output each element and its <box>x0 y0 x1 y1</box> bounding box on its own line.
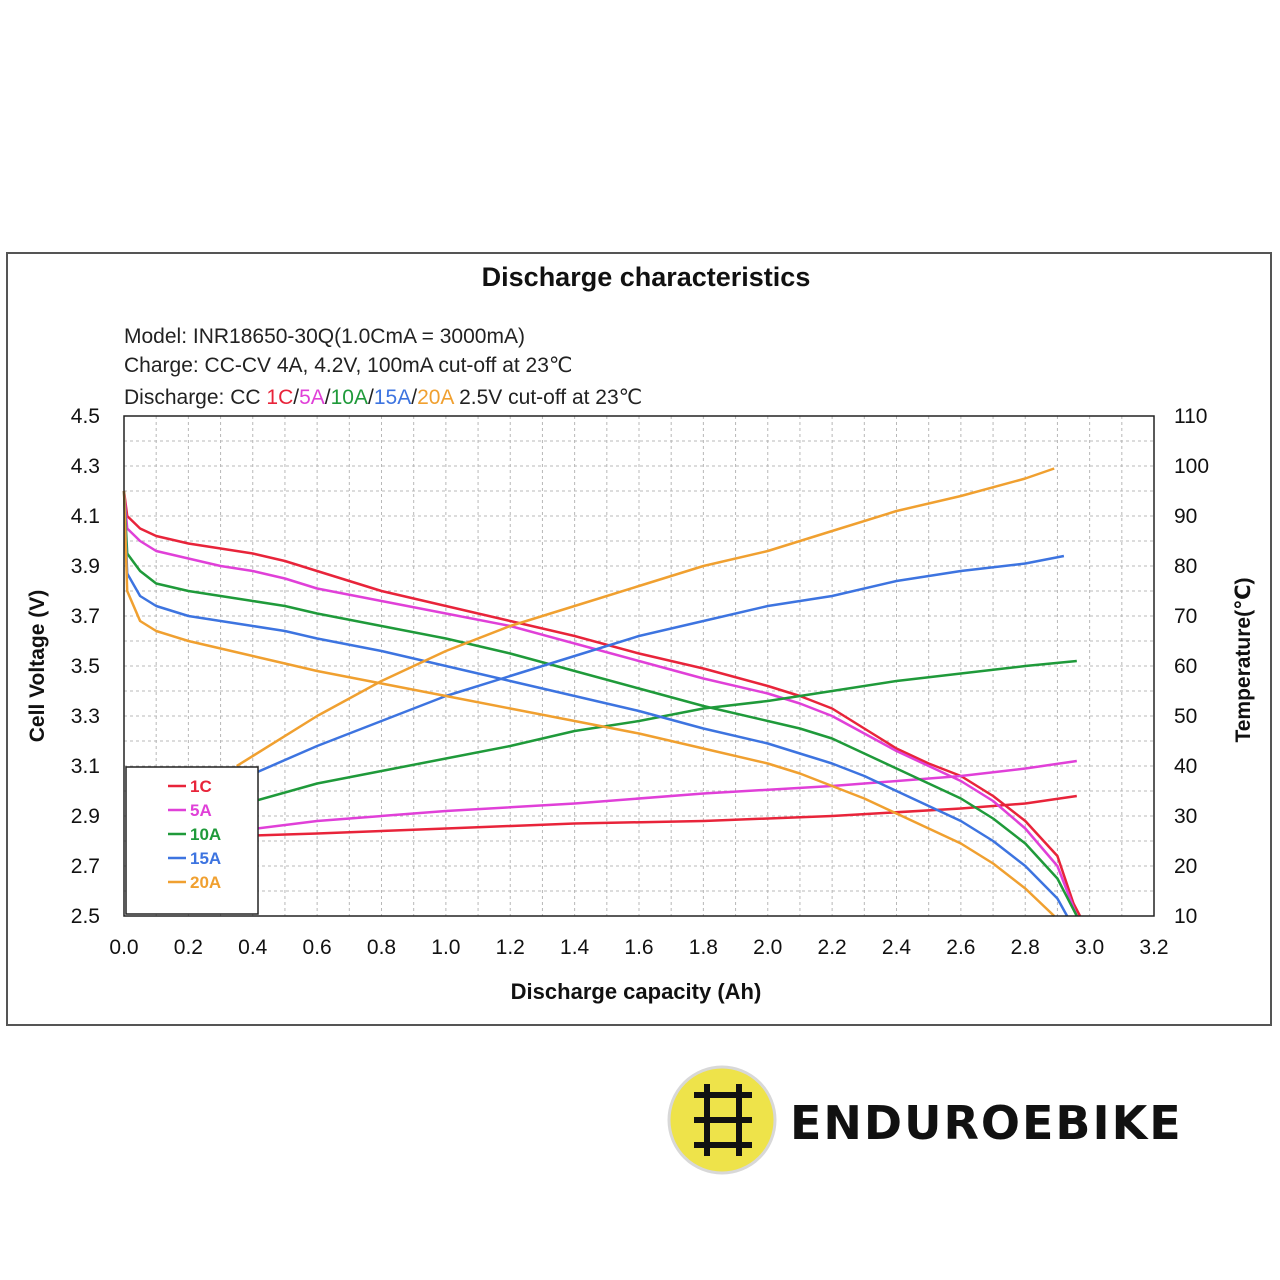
info-model: Model: INR18650-30Q(1.0CmA = 3000mA) <box>124 325 525 348</box>
legend-label-15a: 15A <box>190 849 221 868</box>
y2-tick-label: 100 <box>1174 455 1209 478</box>
x-tick-label: 1.8 <box>689 936 718 959</box>
logo-emblem-icon <box>667 1065 777 1175</box>
x-tick-label: 0.8 <box>367 936 396 959</box>
legend: 1C 5A 10A 15A 20A <box>125 766 259 915</box>
y-axis-label: Cell Voltage (V) <box>26 590 49 742</box>
x-tick-label: 1.2 <box>496 936 525 959</box>
legend-label-5a: 5A <box>190 801 212 820</box>
temperature-curve-10a <box>236 659 1077 808</box>
plot-area <box>123 415 1155 917</box>
discharge-separator: / <box>368 386 374 409</box>
tick-labels: 0.0 0.2 0.4 0.6 0.8 1.0 1.2 1.4 1.6 1.8 2.0 2.2 2.4 2… <box>71 405 1209 959</box>
x-tick-label: 0.2 <box>174 936 203 959</box>
y-tick-label: 3.9 <box>71 555 100 578</box>
x-tick-label: 1.0 <box>431 936 460 959</box>
legend-label-10a: 10A <box>190 825 221 844</box>
discharge-separator: / <box>325 386 331 409</box>
legend-label-1c: 1C <box>190 777 212 796</box>
x-tick-label: 3.0 <box>1075 936 1104 959</box>
y2-tick-label: 90 <box>1174 505 1197 528</box>
temperature-curve-15a <box>236 554 1065 783</box>
y-tick-label: 2.7 <box>71 855 100 878</box>
grid <box>124 416 1154 916</box>
temperature-curve-20a <box>236 467 1055 768</box>
x-tick-label: 0.0 <box>109 936 138 959</box>
y-tick-label: 2.9 <box>71 805 100 828</box>
y2-tick-label: 20 <box>1174 855 1197 878</box>
y-tick-label: 4.1 <box>71 505 100 528</box>
discharge-rate-1c: 1C <box>266 386 293 409</box>
x-tick-label: 2.6 <box>946 936 975 959</box>
discharge-suffix: 2.5V cut-off at 23℃ <box>453 386 642 409</box>
x-tick-label: 0.6 <box>303 936 332 959</box>
voltage-curve-5a <box>122 490 1078 917</box>
info-discharge: Discharge: CC 1C/5A/10A/15A/20A 2.5V cut… <box>124 386 642 409</box>
info-charge: Charge: CC-CV 4A, 4.2V, 100mA cut-off at… <box>124 354 573 377</box>
x-tick-label: 2.0 <box>753 936 782 959</box>
discharge-separator: / <box>411 386 417 409</box>
voltage-curve-20a <box>122 490 1056 917</box>
y-tick-label: 4.5 <box>71 405 100 428</box>
discharge-rate-20a: 20A <box>417 386 454 409</box>
y2-tick-label: 50 <box>1174 705 1197 728</box>
y-tick-label: 4.3 <box>71 455 100 478</box>
y-tick-label: 3.5 <box>71 655 100 678</box>
discharge-rate-15a: 15A <box>374 386 411 409</box>
temperature-curve-1c <box>236 794 1077 838</box>
discharge-rate-10a: 10A <box>331 386 368 409</box>
y2-tick-label: 80 <box>1174 555 1197 578</box>
y-tick-label: 2.5 <box>71 905 100 928</box>
y2-tick-label: 30 <box>1174 805 1197 828</box>
y2-axis-label: Temperature(℃) <box>1232 577 1255 742</box>
brand-name: ENDUROEBIKE <box>790 1096 1183 1150</box>
legend-label-20a: 20A <box>190 873 221 892</box>
voltage-curve-15a <box>122 490 1069 917</box>
brand-logo: ENDUROEBIKE <box>666 1064 1181 1180</box>
chart-title: Discharge characteristics <box>482 262 811 292</box>
voltage-curve-10a <box>122 490 1078 917</box>
curves <box>122 467 1082 917</box>
x-tick-label: 1.4 <box>560 936 590 959</box>
y-tick-label: 3.1 <box>71 755 100 778</box>
discharge-separator: / <box>293 386 299 409</box>
legend-box <box>125 766 259 915</box>
x-tick-label: 2.4 <box>882 936 912 959</box>
temperature-curve-5a <box>236 759 1077 833</box>
x-tick-label: 3.2 <box>1139 936 1168 959</box>
x-tick-label: 2.8 <box>1011 936 1040 959</box>
voltage-curve-1c <box>122 490 1082 917</box>
discharge-prefix: Discharge: CC <box>124 386 266 409</box>
y2-tick-label: 110 <box>1174 405 1207 428</box>
y2-tick-label: 40 <box>1174 755 1197 778</box>
y-tick-label: 3.3 <box>71 705 100 728</box>
x-axis-label: Discharge capacity (Ah) <box>511 979 762 1004</box>
y2-tick-label: 60 <box>1174 655 1197 678</box>
x-tick-label: 2.2 <box>818 936 847 959</box>
x-tick-label: 1.6 <box>624 936 653 959</box>
y-tick-label: 3.7 <box>71 605 100 628</box>
y2-tick-label: 10 <box>1174 905 1197 928</box>
y2-tick-label: 70 <box>1174 605 1197 628</box>
x-tick-label: 0.4 <box>238 936 268 959</box>
discharge-rate-5a: 5A <box>299 386 325 409</box>
